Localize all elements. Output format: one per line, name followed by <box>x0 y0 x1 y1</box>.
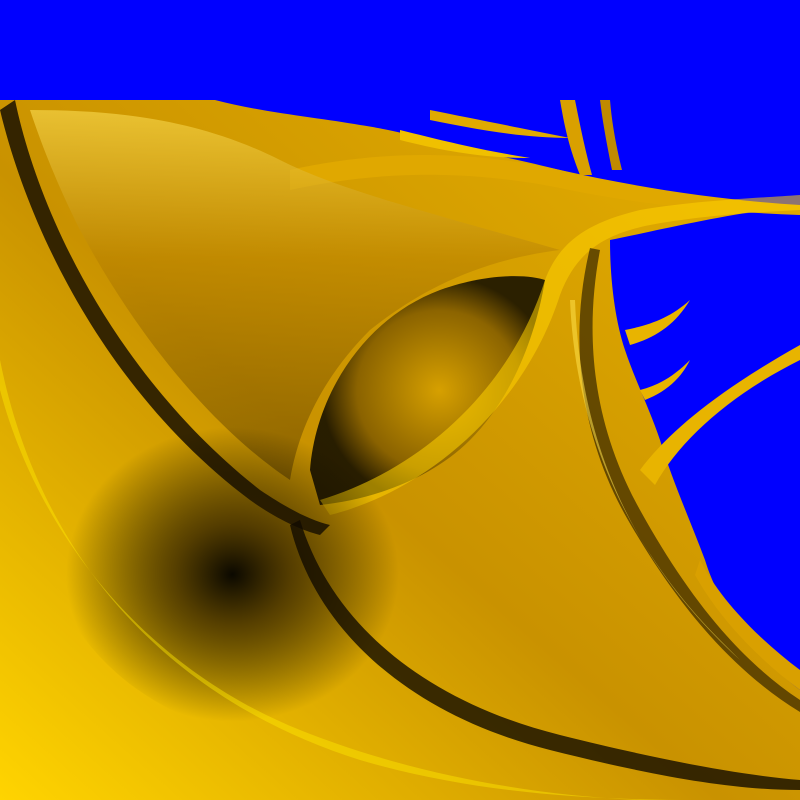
ridge-lower <box>290 520 800 790</box>
gold-region <box>0 100 800 800</box>
top-escape-band <box>0 0 800 100</box>
blue-pocket-top <box>215 100 800 206</box>
